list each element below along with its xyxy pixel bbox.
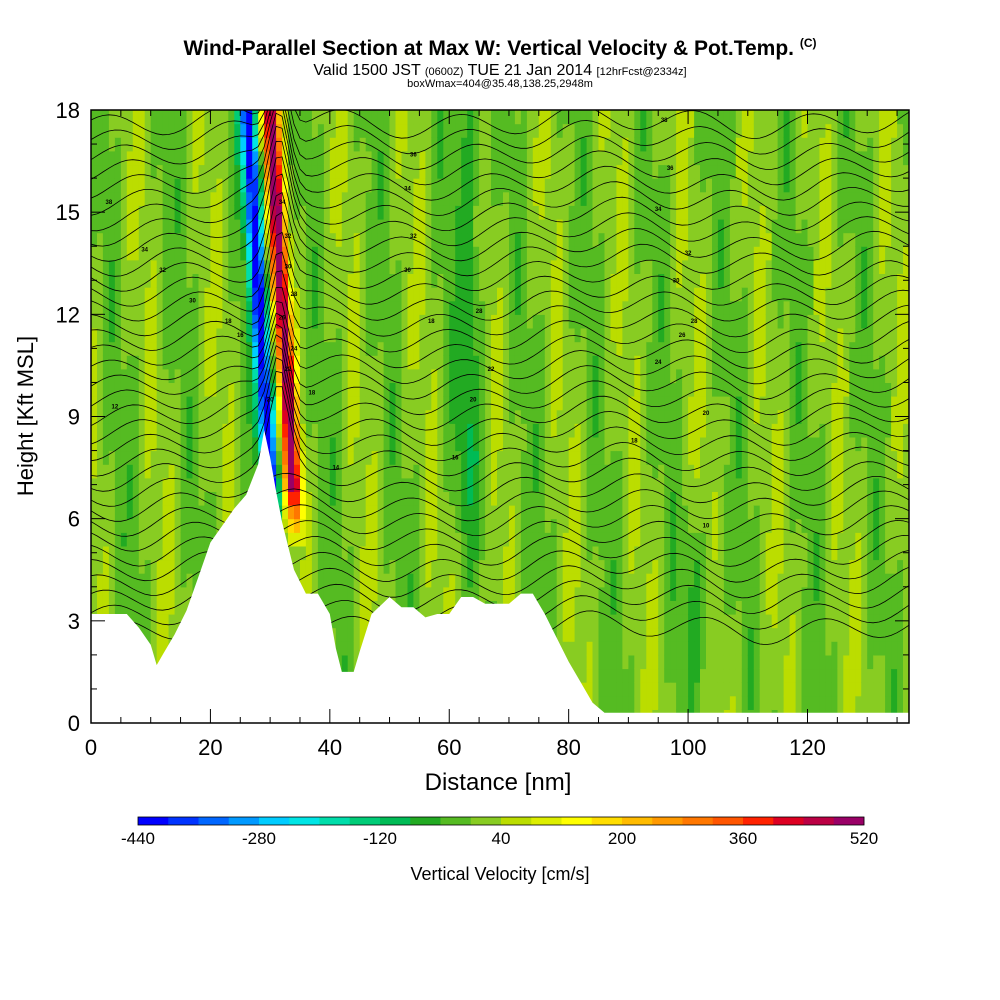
- colorbar-tick-label: -120: [363, 829, 397, 848]
- colorbar-swatch: [591, 817, 623, 825]
- contour-label: 28: [476, 309, 483, 315]
- colorbar-swatch: [712, 817, 744, 825]
- colorbar-tick-label: -440: [121, 829, 155, 848]
- contour-label: 38: [661, 118, 668, 124]
- contour-label: 30: [285, 265, 292, 271]
- contour-label: 28: [291, 292, 298, 298]
- contour-label: 36: [667, 166, 674, 172]
- contour-label: 32: [159, 268, 166, 274]
- contour-label: 38: [106, 200, 113, 206]
- contour-label: 18: [225, 319, 232, 325]
- colorbar-swatch: [168, 817, 199, 825]
- contour-label: 34: [141, 248, 148, 254]
- colorbar-swatch: [501, 817, 532, 825]
- contour-label: 30: [673, 278, 680, 284]
- colorbar-swatch: [349, 817, 381, 825]
- y-tick-label: 18: [56, 98, 80, 123]
- colorbar-swatch: [410, 817, 441, 825]
- y-tick-label: 6: [68, 507, 80, 532]
- contour-label: 22: [488, 367, 495, 373]
- contour-label: 32: [685, 251, 692, 257]
- contour-label: 24: [655, 360, 662, 366]
- x-tick-label: 20: [198, 735, 222, 760]
- contour-label: 34: [655, 207, 662, 213]
- colorbar-swatch: [652, 817, 683, 825]
- colorbar-tick-label: -280: [242, 829, 276, 848]
- colorbar-swatch: [743, 817, 774, 825]
- contour-label: 12: [112, 404, 119, 410]
- contour-label: 36: [410, 152, 417, 158]
- colorbar-swatch: [833, 817, 865, 825]
- terrain: [91, 430, 909, 723]
- y-tick-label: 9: [68, 405, 80, 430]
- colorbar-swatch: [531, 817, 562, 825]
- chart-title: Wind-Parallel Section at Max W: Vertical…: [183, 36, 817, 60]
- x-tick-label: 120: [789, 735, 826, 760]
- contour-label: 26: [679, 333, 686, 339]
- contour-label: 26: [279, 316, 286, 322]
- contour-label: 28: [691, 319, 698, 325]
- contour-label: 34: [404, 186, 411, 192]
- x-axis-label: Distance [nm]: [425, 769, 572, 796]
- y-tick-label: 0: [68, 711, 80, 736]
- contour-label: 18: [309, 391, 316, 397]
- colorbar-tick-label: 40: [492, 829, 511, 848]
- contour-label: 30: [404, 268, 411, 274]
- contour-label: 16: [452, 455, 459, 461]
- contour-label: 30: [189, 299, 196, 305]
- colorbar-swatch: [803, 817, 835, 825]
- colorbar-tick-label: 360: [729, 829, 757, 848]
- colorbar-swatch: [289, 817, 320, 825]
- contour-label: 32: [410, 234, 417, 240]
- contour-label: 14: [332, 466, 339, 472]
- chart-subtitle: Valid 1500 JST (0600Z) TUE 21 Jan 2014 […: [313, 62, 687, 79]
- colorbar-swatch: [440, 817, 472, 825]
- x-tick-label: 80: [556, 735, 580, 760]
- colorbar-swatch: [319, 817, 351, 825]
- contour-label: 22: [285, 367, 292, 373]
- contour-label: 18: [631, 438, 638, 444]
- y-tick-label: 12: [56, 302, 80, 327]
- contour-label: 10: [703, 524, 710, 530]
- colorbar-swatch: [259, 817, 290, 825]
- colorbar-swatch: [470, 817, 502, 825]
- x-tick-label: 0: [85, 735, 97, 760]
- colorbar: -440 -280 -120 40 200 360 520: [121, 816, 878, 848]
- contour-label: 32: [285, 234, 292, 240]
- box-info: boxWmax=404@35.48,138.25,2948m: [407, 78, 593, 90]
- colorbar-label: Vertical Velocity [cm/s]: [410, 864, 589, 884]
- colorbar-tick-label: 200: [608, 829, 636, 848]
- colorbar-swatch: [682, 817, 714, 825]
- colorbar-swatch: [198, 817, 230, 825]
- colorbar-swatch: [622, 817, 653, 825]
- y-tick-label: 15: [56, 200, 80, 225]
- colorbar-swatch: [380, 817, 411, 825]
- colorbar-tick-label: 520: [850, 829, 878, 848]
- contour-label: 24: [291, 346, 298, 352]
- contour-label: 18: [428, 319, 435, 325]
- colorbar-swatch: [773, 817, 804, 825]
- x-tick-label: 60: [437, 735, 461, 760]
- contour-label: 20: [470, 398, 477, 404]
- x-tick-label: 40: [318, 735, 342, 760]
- y-tick-label: 3: [68, 609, 80, 634]
- copyright-mark: (C): [799, 36, 817, 50]
- x-tick-label: 100: [670, 735, 707, 760]
- colorbar-swatch: [561, 817, 593, 825]
- contour-label: 16: [237, 333, 244, 339]
- colorbar-swatch: [228, 817, 260, 825]
- colorbar-swatch: [138, 817, 169, 825]
- contour-label: 34: [279, 200, 286, 206]
- y-axis-label: Height [Kft MSL]: [13, 336, 38, 496]
- contour-label: 20: [267, 398, 274, 404]
- contour-label: 20: [703, 411, 710, 417]
